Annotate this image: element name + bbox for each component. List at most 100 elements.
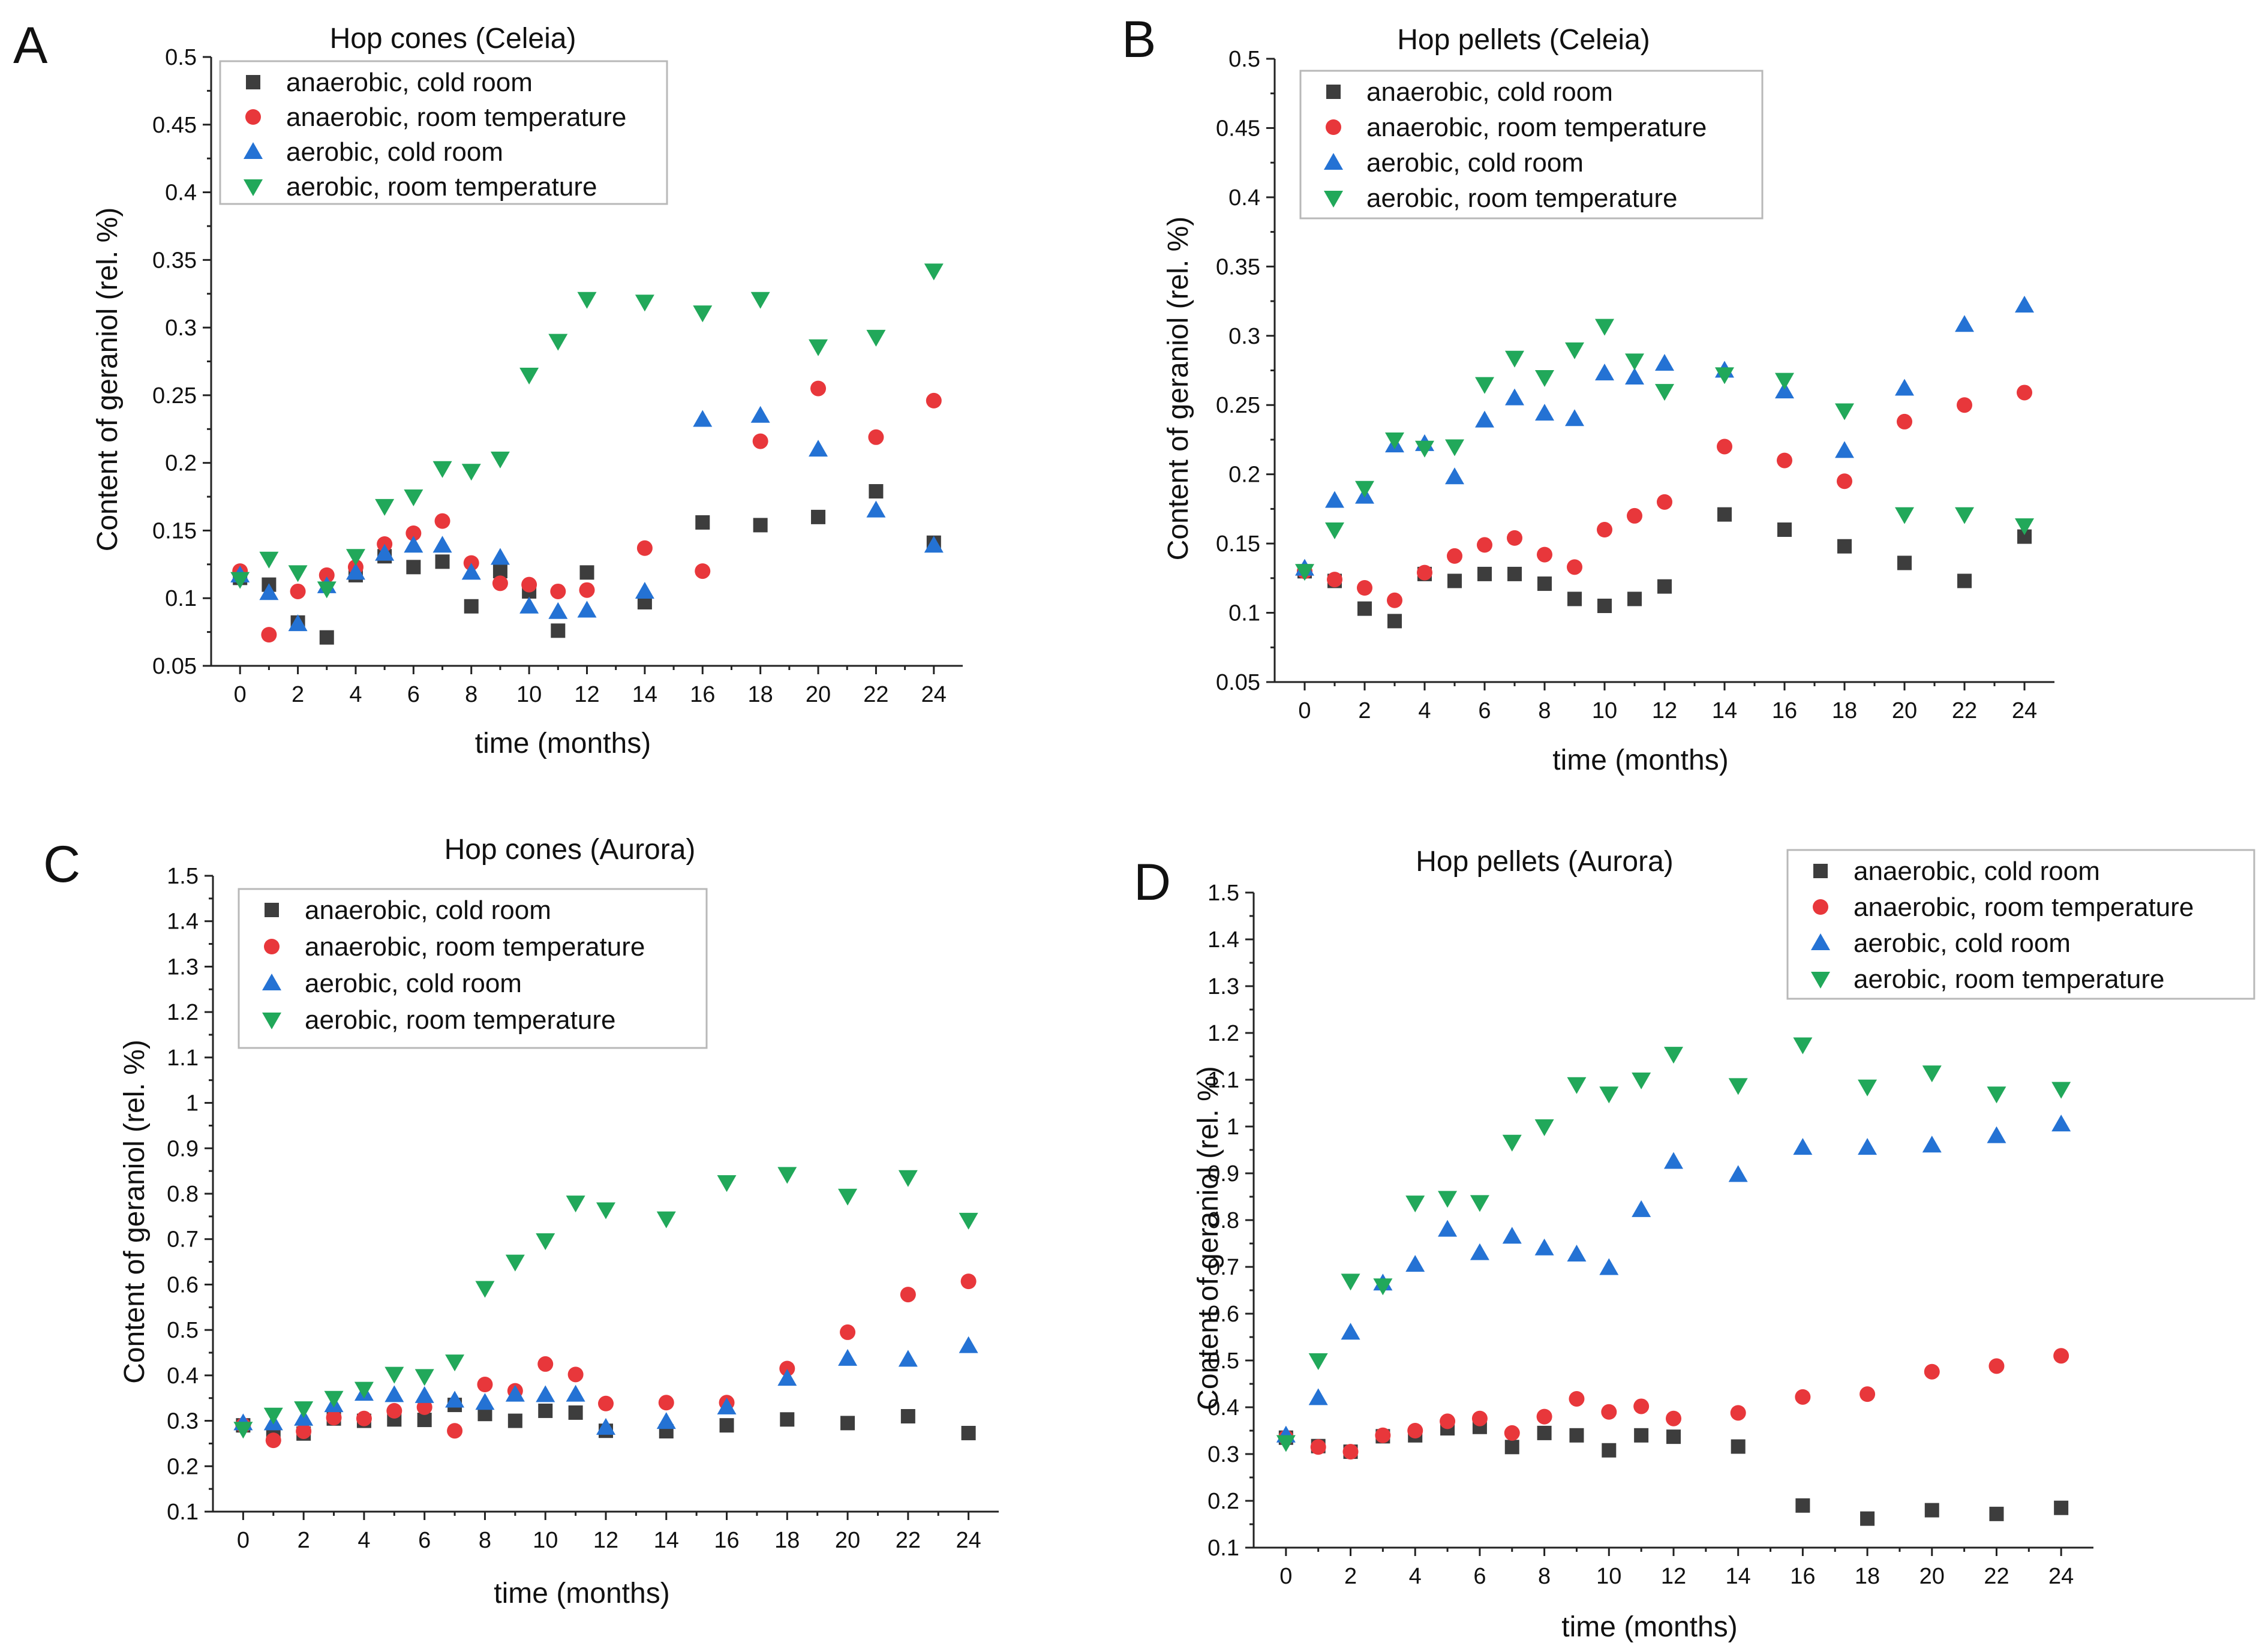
y-tick-label: 0.25 <box>1216 393 1260 418</box>
data-point <box>1505 350 1524 368</box>
data-point <box>1565 342 1584 359</box>
x-axis-label: time (months) <box>494 1578 669 1609</box>
data-point <box>566 1384 585 1402</box>
data-point <box>1895 379 1914 396</box>
data-point <box>695 563 711 579</box>
data-point <box>1634 1428 1649 1443</box>
legend-marker-icon <box>246 75 260 89</box>
x-tick-label: 12 <box>574 682 599 707</box>
data-point <box>1987 1126 2006 1143</box>
data-point <box>961 1426 976 1441</box>
chart-title: Hop pellets (Celeia) <box>1397 24 1650 56</box>
x-tick-label: 22 <box>1952 698 1977 723</box>
y-tick-label: 0.5 <box>165 45 197 70</box>
data-point <box>1777 522 1792 537</box>
x-tick-label: 20 <box>835 1528 860 1553</box>
data-point <box>898 1170 918 1187</box>
legend-label: anaerobic, cold room <box>286 68 533 97</box>
series-4 <box>233 1167 978 1439</box>
data-point <box>521 576 537 593</box>
y-tick-label: 0.4 <box>1207 1395 1239 1420</box>
data-point <box>263 1407 283 1425</box>
data-point <box>1666 1410 1681 1426</box>
data-point <box>1534 1238 1554 1255</box>
data-point <box>838 1188 858 1206</box>
x-tick-label: 18 <box>748 682 773 707</box>
legend-label: anaerobic, room temperature <box>1366 113 1707 142</box>
data-point <box>1507 530 1522 546</box>
data-point <box>1666 1429 1681 1444</box>
data-point <box>1602 1443 1617 1458</box>
data-point <box>1535 370 1554 388</box>
data-point <box>1924 1363 1940 1380</box>
data-point <box>233 1422 253 1439</box>
y-tick-label: 0.6 <box>167 1272 199 1297</box>
x-tick-label: 18 <box>1832 698 1857 723</box>
y-tick-label: 1.4 <box>1207 927 1239 953</box>
chart-panel-a: A Hop cones (Celeia) 0.05 0.1 0.15 0.2 0.25 0.3… <box>13 17 963 759</box>
data-point <box>1537 546 1552 563</box>
data-point <box>2053 1348 2069 1364</box>
x-tick-label: 20 <box>806 682 831 707</box>
panel-letter: C <box>43 836 80 893</box>
data-point <box>636 540 653 556</box>
data-point <box>1325 522 1344 540</box>
legend-label: aerobic, room temperature <box>286 172 597 202</box>
data-point <box>1599 1086 1619 1104</box>
panel-letter: B <box>1122 11 1156 68</box>
data-point <box>1837 539 1852 554</box>
data-point <box>1405 1196 1425 1213</box>
data-point <box>1793 1138 1813 1155</box>
data-point <box>1657 494 1672 510</box>
series-3 <box>233 1336 978 1435</box>
data-point <box>2054 1500 2069 1515</box>
data-point <box>1502 1134 1522 1152</box>
data-point <box>1295 564 1314 581</box>
data-point <box>417 1413 432 1428</box>
data-point <box>384 1366 404 1384</box>
data-point <box>230 572 250 589</box>
data-point <box>414 1386 434 1403</box>
data-point <box>1440 1413 1456 1429</box>
data-point <box>1445 467 1464 485</box>
x-tick-label: 16 <box>714 1528 739 1553</box>
x-tick-label: 6 <box>1473 1564 1486 1589</box>
legend-frame <box>238 888 708 1049</box>
data-point <box>656 1412 676 1429</box>
y-tick-label: 0.3 <box>1228 324 1260 349</box>
y-tick-label: 1.2 <box>1207 1021 1239 1046</box>
y-tick-label: 0.5 <box>1228 47 1260 72</box>
data-point <box>866 500 886 518</box>
legend-marker-icon <box>244 142 263 159</box>
y-tick-label: 0.15 <box>152 518 197 543</box>
x-tick-label: 16 <box>1772 698 1797 723</box>
data-point <box>1569 1390 1585 1407</box>
x-tick-label: 4 <box>349 682 362 707</box>
legend-marker-icon <box>264 939 280 954</box>
data-point <box>1599 1258 1619 1275</box>
data-point <box>1471 1410 1488 1426</box>
data-point <box>475 1393 495 1410</box>
x-tick-label: 14 <box>1726 1564 1751 1589</box>
data-point <box>1470 1195 1489 1212</box>
legend-label: anaerobic, room temperature <box>305 932 645 962</box>
data-point <box>1728 1165 1748 1182</box>
legend-marker-icon <box>245 109 261 125</box>
x-tick-label: 6 <box>1478 698 1491 723</box>
data-point <box>898 1350 918 1367</box>
data-point <box>538 1403 553 1418</box>
data-point <box>1534 1119 1554 1136</box>
y-tick-label: 1.3 <box>167 954 199 980</box>
data-point <box>405 525 422 541</box>
data-point <box>1385 432 1404 449</box>
y-axis-label: Content of geraniol (rel. %) <box>1162 217 1194 561</box>
data-point <box>717 1175 737 1193</box>
data-point <box>1445 439 1464 456</box>
data-point <box>926 392 942 409</box>
data-point <box>567 1366 584 1383</box>
data-point <box>809 440 828 457</box>
data-point <box>1664 1152 1683 1169</box>
x-axis-label: time (months) <box>1552 744 1728 776</box>
data-point <box>1625 353 1644 371</box>
data-point <box>1415 440 1434 458</box>
